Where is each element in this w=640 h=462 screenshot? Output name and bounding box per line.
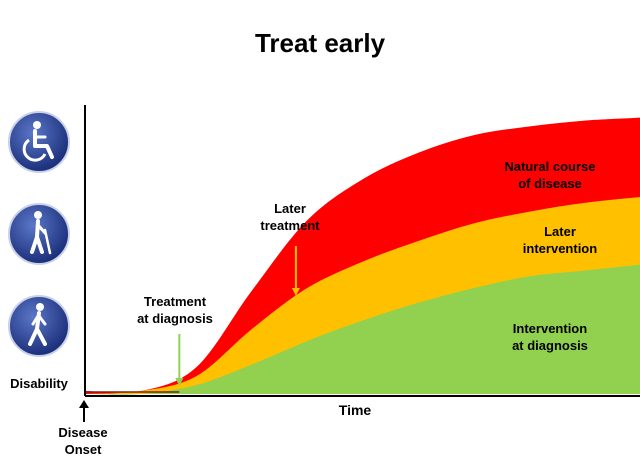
label-later-int-line1: Later — [544, 224, 576, 239]
label-later-int-line2: intervention — [522, 241, 598, 256]
y-axis-label: Disability — [10, 376, 68, 391]
walking-cane-icon — [7, 202, 71, 266]
label-treatment-at-diagnosis: Treatment at diagnosis — [120, 293, 230, 327]
chart-title: Treat early — [254, 28, 386, 58]
label-onset-line1: Disease — [58, 425, 108, 440]
label-intervention-diagnosis: Intervention at diagnosis — [490, 320, 610, 354]
label-later-treat-line1: Later — [274, 201, 306, 216]
label-diag-int-line2: at diagnosis — [512, 338, 588, 353]
label-natural-line1: Natural course — [504, 159, 596, 174]
label-later-treat-line2: treatment — [260, 218, 320, 233]
wheelchair-icon — [7, 110, 71, 174]
walking-person-icon — [7, 294, 71, 358]
label-natural-line2: of disease — [518, 176, 582, 191]
onset-arrow-head — [79, 400, 89, 408]
label-treat-diag-line2: at diagnosis — [137, 311, 213, 326]
label-natural-course: Natural course of disease — [490, 158, 610, 192]
label-disease-onset: Disease Onset — [50, 424, 116, 458]
annotation-arrows — [175, 246, 300, 386]
label-diag-int-line1: Intervention — [512, 321, 588, 336]
chart-areas — [85, 117, 640, 395]
annotation-arrow-head-1 — [175, 378, 184, 386]
label-onset-line2: Onset — [64, 442, 102, 457]
label-treat-diag-line1: Treatment — [143, 294, 207, 309]
x-axis-label: Time — [338, 402, 372, 418]
label-later-treatment: Later treatment — [245, 200, 335, 234]
annotation-arrow-head-2 — [291, 288, 300, 296]
label-later-intervention: Later intervention — [500, 223, 620, 257]
area-series-3 — [85, 264, 640, 395]
